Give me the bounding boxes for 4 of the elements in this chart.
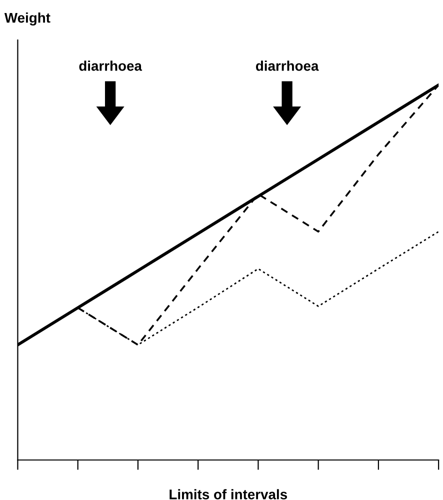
x-axis-title: Limits of intervals (170, 489, 288, 500)
text: diarrhoea (256, 60, 319, 71)
y-axis-title: Weight (4, 12, 50, 26)
text: diarrhoea (79, 60, 142, 71)
